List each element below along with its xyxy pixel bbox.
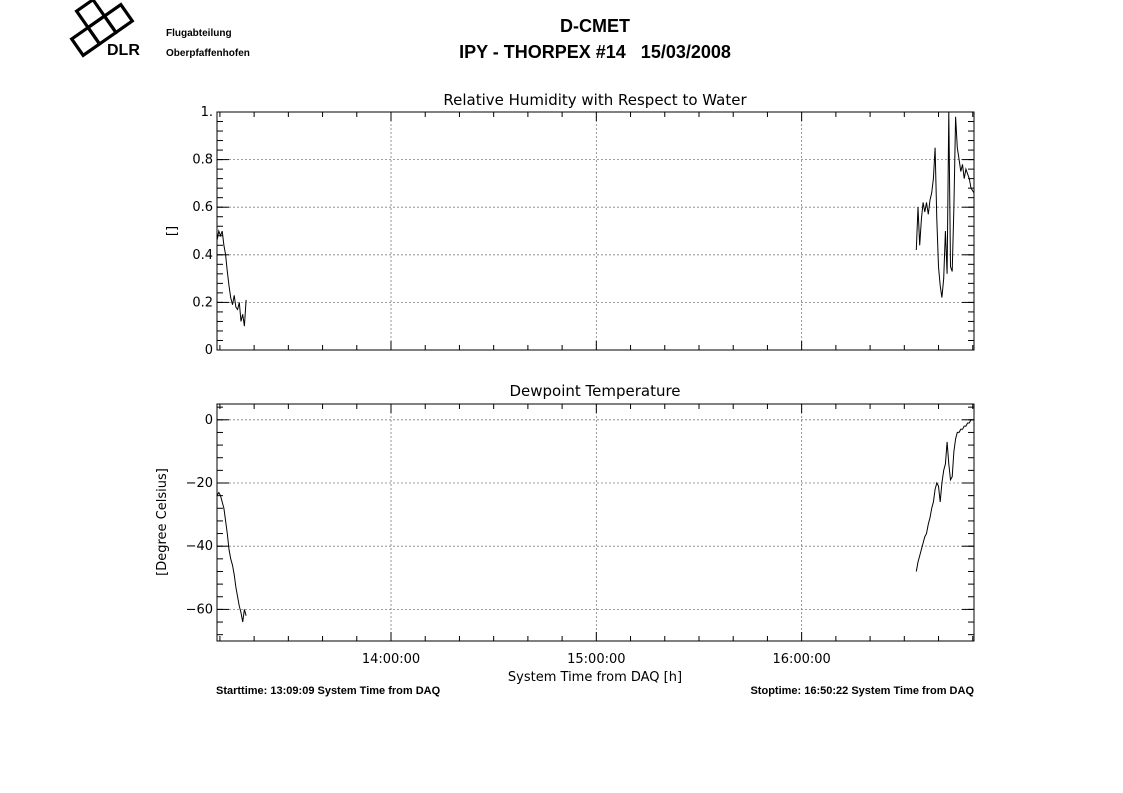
y-axis-label-humidity: [] [165,226,180,236]
series-line [915,419,974,572]
page-title: D-CMET [560,16,630,36]
ticks-humidity: 0 0.2 0.4 0.6 0.8 1. [192,105,974,358]
series-dewpoint [216,419,974,623]
stoptime-label: Stoptime: 16:50:22 System Time from DAQ [750,685,974,697]
series-humidity [216,111,975,327]
chart-title-dewpoint: Dewpoint Temperature [509,382,680,400]
x-tick-label: 16:00:00 [772,652,830,667]
grid-humidity [217,112,974,350]
chart-title-humidity: Relative Humidity with Respect to Water [443,91,747,109]
org-line1: Flugabteilung [166,28,232,39]
dlr-logo-icon [69,0,135,58]
y-tick-label: 0 [205,413,213,428]
y-tick-label: −60 [186,602,213,617]
grid-dewpoint [217,404,974,641]
y-tick-label: 0.8 [192,153,213,168]
x-tick-label: 14:00:00 [362,652,420,667]
series-line [915,111,975,298]
y-tick-label: −20 [186,476,213,491]
org-line2: Oberpfaffenhofen [166,48,250,59]
y-tick-label: 0.6 [192,200,213,215]
dlr-logo-text: DLR [107,42,140,59]
chart-humidity: Relative Humidity with Respect to Water … [165,91,975,358]
series-line [216,491,247,623]
y-tick-label: −40 [186,539,213,554]
y-tick-label: 0.4 [192,248,213,263]
ticks-dewpoint: 14:00:00 15:00:00 16:00:00 −60 −40 −20 0 [186,404,974,667]
starttime-label: Starttime: 13:09:09 System Time from DAQ [216,685,441,697]
series-line [216,229,247,327]
x-axis-label-dewpoint: System Time from DAQ [h] [508,670,682,685]
plot-frame-dewpoint [216,403,975,642]
x-tick-label: 15:00:00 [567,652,625,667]
y-tick-label: 0.2 [192,295,213,310]
y-axis-label-dewpoint: [Degree Celsius] [155,468,170,576]
page-subtitle: IPY - THORPEX #14 15/03/2008 [459,42,731,62]
y-tick-label: 0 [205,343,213,358]
chart-dewpoint: Dewpoint Temperature [Degree Celsius] Sy… [155,382,975,685]
plot-frame-humidity [216,111,975,351]
y-tick-label: 1. [201,105,213,120]
